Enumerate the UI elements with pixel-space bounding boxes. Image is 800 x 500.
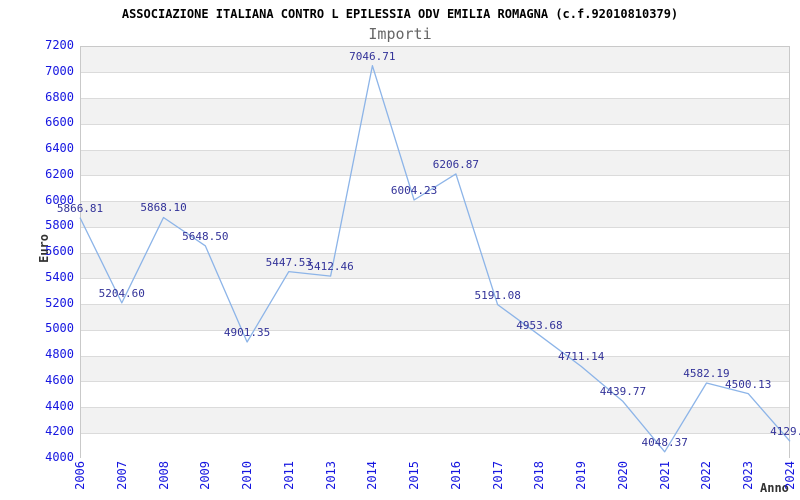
x-tick-label: 2013 — [323, 461, 338, 490]
plot-band — [81, 278, 789, 305]
gridline — [81, 149, 789, 151]
x-tick-label: 2014 — [365, 461, 380, 490]
data-point-label: 5412.46 — [307, 260, 354, 274]
gridline — [81, 123, 789, 125]
x-tick-label: 2021 — [657, 461, 672, 490]
x-tick-label: 2016 — [448, 461, 463, 490]
data-point-label: 6206.87 — [432, 157, 480, 171]
y-tick-label: 4200 — [45, 424, 74, 439]
x-tick-label: 2018 — [532, 461, 547, 490]
x-tick-label: 2023 — [741, 461, 756, 490]
x-tick-label: 2024 — [783, 461, 797, 490]
gridline — [81, 355, 789, 357]
gridline — [81, 304, 789, 305]
data-point-label: 5866.81 — [56, 201, 104, 215]
gridline — [81, 329, 789, 331]
y-tick-label: 4600 — [45, 372, 74, 387]
y-tick-label: 5200 — [45, 295, 74, 310]
data-point-label: 4711.14 — [557, 350, 605, 364]
y-tick-label: 6800 — [45, 89, 74, 104]
x-tick-label: 2019 — [574, 461, 589, 490]
y-tick-label: 4000 — [45, 450, 74, 464]
gridline — [81, 72, 789, 74]
y-tick-label: 6400 — [45, 141, 74, 155]
data-point-label: 5868.10 — [140, 201, 187, 215]
x-tick-label: 2017 — [490, 461, 505, 490]
data-point-label: 5447.53 — [265, 255, 312, 269]
gridline — [81, 201, 789, 202]
data-point-label: 5191.08 — [474, 288, 521, 302]
x-axis-title: Anno — [760, 481, 789, 495]
y-tick-label: 5600 — [45, 244, 74, 258]
x-tick-label: 2022 — [699, 461, 714, 490]
y-tick-label: 6000 — [45, 192, 74, 207]
plot-band — [81, 124, 789, 150]
x-tick-label: 2008 — [156, 461, 171, 490]
chart-title: ASSOCIAZIONE ITALIANA CONTRO L EPILESSIA… — [121, 7, 679, 21]
gridline — [81, 407, 789, 408]
data-point-label: 4439.77 — [599, 385, 647, 399]
plot-band — [81, 381, 789, 408]
gridline — [81, 252, 789, 254]
x-tick-label: 2015 — [407, 461, 422, 490]
data-point-label: 6004.23 — [390, 183, 438, 197]
data-point-label: 7046.71 — [349, 49, 396, 63]
data-point-label: 4582.19 — [683, 367, 730, 381]
x-tick-label: 2007 — [114, 461, 129, 490]
data-point-label: 5204.60 — [98, 286, 145, 300]
gridline — [81, 226, 789, 228]
data-point-label: 4048.37 — [641, 435, 688, 449]
y-tick-label: 6600 — [45, 115, 74, 130]
y-tick-label: 5800 — [45, 218, 74, 233]
y-tick-label: 7000 — [45, 63, 74, 78]
x-tick-label: 2011 — [281, 461, 296, 490]
y-tick-label: 6200 — [45, 166, 74, 181]
x-tick-label: 2020 — [615, 461, 630, 490]
plot-band — [81, 201, 789, 228]
plot-band — [81, 330, 789, 356]
y-tick-label: 5400 — [45, 269, 74, 284]
data-point-label: 4901.35 — [223, 325, 271, 339]
gridline — [81, 432, 789, 434]
plot-band — [81, 253, 789, 279]
gridline — [81, 381, 789, 383]
gridline — [81, 278, 789, 280]
plot-area — [80, 46, 790, 459]
x-tick-label: 2010 — [240, 461, 255, 490]
y-tick-label: 4400 — [45, 398, 74, 413]
gridline — [81, 175, 789, 177]
plot-band — [81, 47, 789, 73]
data-point-label: 4500.13 — [725, 377, 772, 391]
y-tick-label: 4800 — [45, 347, 74, 361]
data-point-label: 4953.68 — [516, 319, 563, 333]
data-point-label: 4129.7 — [770, 425, 800, 439]
gridline — [81, 98, 789, 99]
plot-band — [81, 72, 789, 99]
y-tick-label: 7200 — [45, 38, 74, 52]
x-tick-label: 2009 — [198, 461, 213, 490]
plot-band — [81, 98, 789, 125]
data-point-label: 5648.50 — [182, 229, 229, 243]
y-tick-label: 5000 — [45, 321, 74, 336]
chart-subtitle: Importi — [368, 25, 432, 43]
x-tick-label: 2006 — [73, 461, 87, 490]
plot-band — [81, 407, 789, 434]
plot-band — [81, 304, 789, 331]
